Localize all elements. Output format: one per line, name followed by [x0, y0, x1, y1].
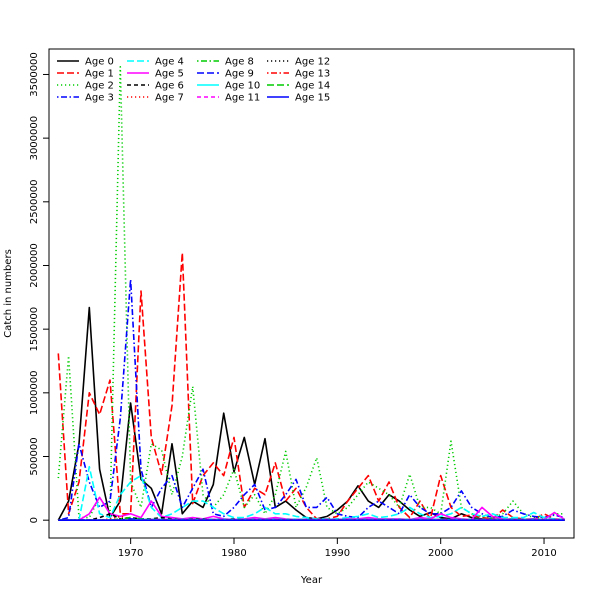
x-tick-label: 1980: [221, 548, 246, 559]
legend-label: Age 12: [295, 57, 330, 68]
x-axis: 1970 1980 1990 2000 2010: [118, 538, 557, 559]
legend-label: Age 10: [225, 81, 260, 92]
y-tick-label: 1500000: [29, 307, 40, 352]
x-tick-label: 1990: [325, 548, 350, 559]
x-tick-label: 1970: [118, 548, 143, 559]
y-tick-label: 3500000: [29, 52, 40, 97]
y-tick-label: 3000000: [29, 116, 40, 161]
plot-frame: [48, 48, 575, 539]
legend-label: Age 0: [85, 57, 114, 68]
legend-label: Age 7: [155, 93, 184, 104]
series-group: [57, 66, 566, 522]
legend-label: Age 4: [155, 57, 184, 68]
legend-label: Age 9: [225, 69, 254, 80]
legend-label: Age 13: [295, 69, 330, 80]
legend-label: Age 1: [85, 69, 114, 80]
x-tick-label: 2010: [531, 548, 556, 559]
y-tick-label: 0: [29, 517, 40, 523]
series-line-age-2: [57, 66, 565, 519]
y-tick-label: 1000000: [29, 371, 40, 416]
series-line-age-1: [57, 252, 565, 521]
legend-label: Age 11: [225, 93, 260, 104]
legend-label: Age 14: [295, 81, 330, 92]
y-tick-label: 500000: [29, 437, 40, 475]
legend-label: Age 2: [85, 81, 114, 92]
x-axis-title: Year: [300, 575, 323, 586]
legend-label: Age 6: [155, 81, 184, 92]
y-tick-label: 2000000: [29, 243, 40, 288]
legend-label: Age 15: [295, 93, 330, 104]
series-line-age-3: [58, 278, 565, 521]
legend-label: Age 3: [85, 93, 114, 104]
series-line-age-4: [58, 465, 565, 522]
y-axis: 0 500000 1000000 1500000 2000000 2500000 30000…: [29, 52, 49, 523]
x-tick-label: 2000: [428, 548, 453, 559]
legend-label: Age 5: [155, 69, 184, 80]
legend-label: Age 8: [225, 57, 254, 68]
y-tick-label: 2500000: [29, 180, 40, 225]
y-axis-title: Catch in numbers: [3, 249, 14, 338]
